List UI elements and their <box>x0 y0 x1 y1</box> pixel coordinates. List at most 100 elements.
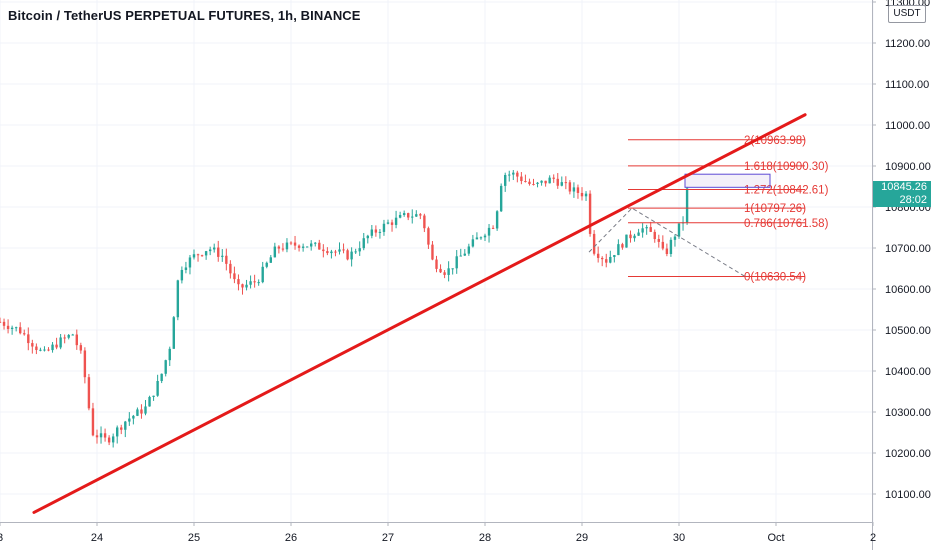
candle-body <box>463 253 466 256</box>
candle-body <box>495 211 499 229</box>
candle-body <box>358 248 361 252</box>
candle-body <box>293 242 297 246</box>
candle-body <box>613 255 616 257</box>
price-tick-label: 11000.00 <box>885 120 930 132</box>
candle-body <box>625 234 628 248</box>
candle-body <box>588 193 592 234</box>
price-tick-label: 11200.00 <box>885 38 930 50</box>
fib-level-label: 0(10630.54) <box>744 271 806 283</box>
candle-body <box>374 229 378 233</box>
chart-title: Bitcoin / TetherUS PERPETUAL FUTURES, 1h… <box>8 8 361 23</box>
candle-body <box>107 437 111 443</box>
trendline[interactable] <box>32 113 807 514</box>
fib-level-label: 1.618(10900.30) <box>744 161 829 173</box>
candle-body <box>91 408 95 436</box>
candle-body <box>411 216 414 218</box>
candle-body <box>301 246 305 248</box>
candle-body <box>71 334 74 336</box>
candle-body <box>548 177 551 184</box>
candle-body <box>10 327 14 330</box>
candle-body <box>188 257 192 268</box>
candle-body <box>629 234 632 239</box>
candle-body <box>338 249 341 252</box>
candle-body <box>576 187 580 193</box>
candle-body <box>156 381 159 396</box>
candle-body <box>584 193 588 197</box>
time-tick-label: 28 <box>479 532 491 544</box>
candle-body <box>342 249 345 251</box>
candle-body <box>233 273 236 280</box>
price-tick-label: 10600.00 <box>885 284 931 296</box>
time-tick-label: 27 <box>382 532 394 544</box>
candle-body <box>221 255 224 257</box>
candle-body <box>144 406 147 414</box>
candle-body <box>572 187 576 192</box>
candle-body <box>398 214 402 218</box>
last-price-tag: 10845.26 28:02 <box>873 181 931 207</box>
time-tick-label: 29 <box>576 532 588 544</box>
candle-body <box>273 246 277 258</box>
candle-body <box>415 214 418 217</box>
candle-body <box>241 284 244 288</box>
candle-body <box>43 349 46 351</box>
price-tick-label: 10700.00 <box>885 243 931 255</box>
candle-body <box>540 180 543 183</box>
candle-body <box>354 251 357 253</box>
candle-body <box>394 217 398 225</box>
candle-body <box>661 241 665 249</box>
ascending-trendline <box>32 113 807 514</box>
candle-body <box>310 243 313 247</box>
time-tick-label: 2 <box>870 532 876 544</box>
candle-body <box>237 279 240 285</box>
candle-body <box>257 282 260 284</box>
price-axis[interactable]: 10100.00 10200.00 10300.00 10400.00 10500.00… <box>872 0 931 550</box>
candle-body <box>164 360 167 374</box>
candle-body <box>6 325 10 330</box>
target-zone-box <box>684 173 771 188</box>
candle-body <box>176 280 180 318</box>
candle-body <box>204 251 208 256</box>
candle-body <box>103 433 107 438</box>
candle-body <box>512 172 515 175</box>
candle-body <box>479 237 483 239</box>
candle-body <box>467 246 471 254</box>
candle-body <box>556 178 559 186</box>
candle-body <box>596 253 600 258</box>
candle-body <box>124 421 127 430</box>
candle-body <box>111 436 115 443</box>
time-axis[interactable]: 3 24 25 26 27 28 29 30 Oct 2 <box>0 522 876 544</box>
price-tick-label: 10300.00 <box>885 407 931 419</box>
candle-body <box>168 348 171 361</box>
fib-extension-tool[interactable]: 2(10963.98)1.618(10900.30)1.272(10842.61… <box>588 135 829 284</box>
candle-body <box>79 345 83 351</box>
candle-body <box>370 229 374 236</box>
candle-body <box>407 213 410 218</box>
candle-body <box>390 222 394 225</box>
candle-body <box>649 227 652 232</box>
candle-body <box>568 182 572 192</box>
fib-level-label: 0.786(10761.58) <box>744 218 829 230</box>
candle-body <box>350 251 353 260</box>
currency-label[interactable]: USDT <box>888 5 926 23</box>
candle-body <box>87 377 91 409</box>
candle-body <box>326 251 329 254</box>
candle-body <box>208 249 212 252</box>
candle-body <box>443 272 446 275</box>
candle-body <box>645 227 648 229</box>
candle-body <box>564 182 568 184</box>
candle-body <box>330 251 333 254</box>
candle-body <box>685 188 689 223</box>
candle-body <box>609 256 612 263</box>
candle-body <box>431 244 434 260</box>
candle-body <box>439 268 442 273</box>
candle-body <box>140 409 143 414</box>
candle-body <box>386 222 390 224</box>
candle-body <box>435 259 438 269</box>
candle-body <box>83 350 87 378</box>
candle-body <box>99 433 103 438</box>
candle-body <box>491 227 495 229</box>
candle-body <box>314 242 317 244</box>
candle-body <box>132 415 135 419</box>
candle-body <box>225 255 228 264</box>
